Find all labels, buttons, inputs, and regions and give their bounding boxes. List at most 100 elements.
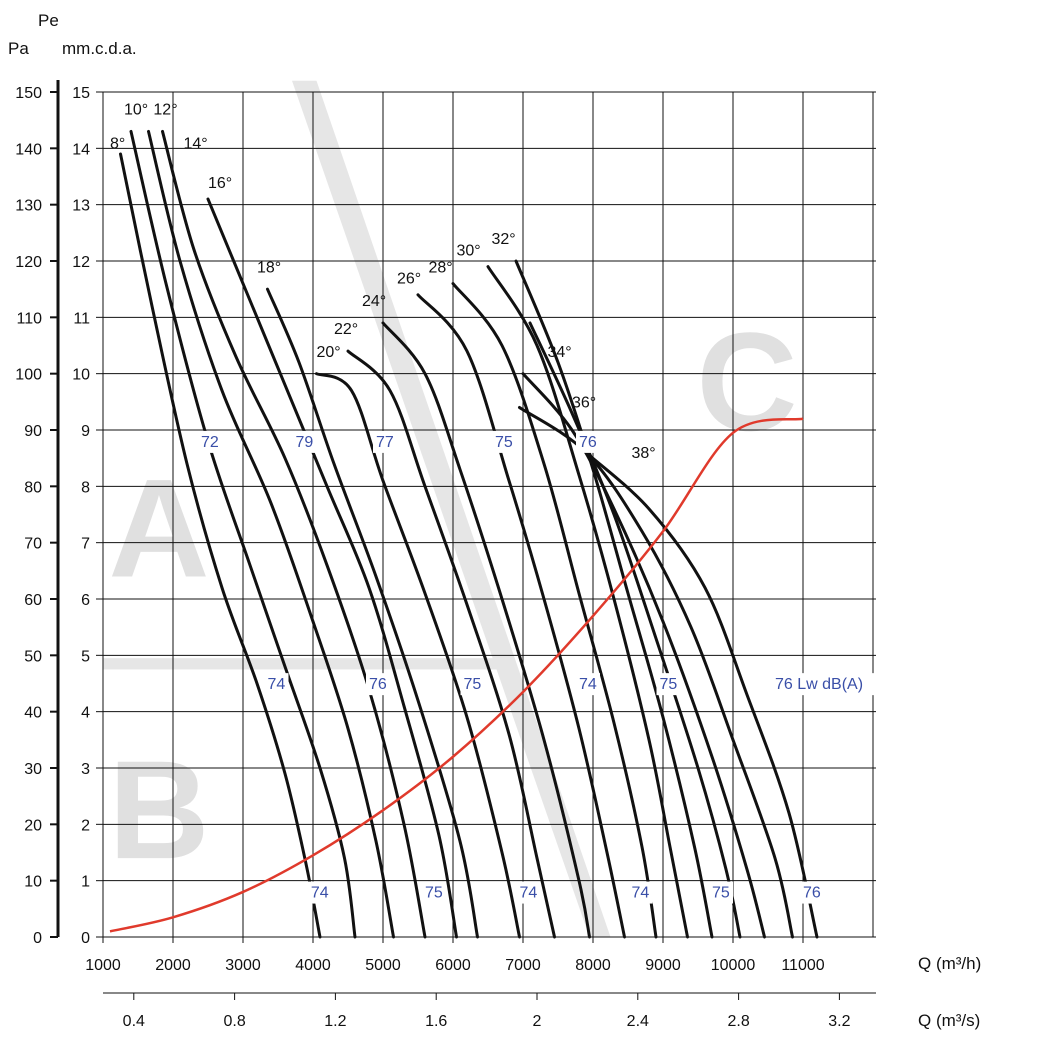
- angle-label: 26°: [397, 271, 421, 288]
- blade-curve-30deg: [486, 265, 689, 939]
- blade-curve-16deg: [206, 197, 458, 939]
- angle-label: 22°: [334, 321, 358, 338]
- pa-tick-label: 150: [15, 85, 42, 102]
- m3s-tick-label: 2.4: [627, 1013, 649, 1030]
- blade-curve-14deg: [161, 129, 427, 939]
- angle-label: 12°: [153, 102, 177, 119]
- m3h-tick-label: 8000: [575, 957, 611, 974]
- system-curve-layer: [109, 417, 804, 933]
- m3h-tick-label: 4000: [295, 957, 331, 974]
- pa-tick-label: 110: [16, 310, 42, 327]
- noise-label: 74: [268, 676, 286, 693]
- pa-tick-label: 130: [15, 198, 42, 215]
- mm-tick-label: 2: [81, 817, 90, 834]
- pa-tick-label: 60: [24, 592, 42, 609]
- m3s-tick-label: 3.2: [828, 1013, 850, 1030]
- mm-tick-label: 0: [81, 930, 90, 947]
- noise-label-bg: [516, 881, 541, 904]
- noise-label: 77: [376, 434, 394, 451]
- pa-tick-label: 20: [24, 817, 42, 834]
- pa-tick-label: 140: [15, 141, 42, 158]
- angle-label: 28°: [429, 259, 453, 276]
- angle-label: 38°: [632, 445, 656, 462]
- mm-tick-label: 15: [72, 85, 90, 102]
- noise-label-bg: [576, 430, 600, 453]
- pa-tick-label: 40: [24, 705, 42, 722]
- noise-label: 74: [520, 885, 538, 902]
- blade-curve-10deg: [129, 129, 357, 939]
- mm-axis-label: mm.c.d.a.: [62, 39, 137, 58]
- x-axis-label-m3h: Q (m³/h): [918, 954, 981, 973]
- noise-label-bg: [576, 673, 600, 696]
- mm-tick-label: 6: [81, 592, 90, 609]
- noise-label: 75: [495, 434, 513, 451]
- noise-label-bg: [656, 673, 681, 696]
- m3h-tick-label: 1000: [85, 957, 121, 974]
- angle-label: 16°: [208, 175, 232, 192]
- m3h-tick-label: 11000: [781, 957, 824, 974]
- noise-label-bg: [373, 430, 397, 453]
- pa-tick-label: 0: [33, 930, 42, 947]
- noise-label: 74: [311, 885, 329, 902]
- m3h-tick-label: 10000: [711, 957, 756, 974]
- blade-curve-36deg: [521, 372, 766, 939]
- system-curve: [109, 417, 804, 933]
- blade-curve-32deg: [514, 259, 714, 939]
- m3s-tick-label: 1.6: [425, 1013, 447, 1030]
- blade-curve-envelope: [584, 451, 819, 939]
- m3h-tick-label: 3000: [225, 957, 261, 974]
- noise-label: 75: [660, 676, 678, 693]
- zone-divider-diagonal: [292, 80, 611, 937]
- noise-label-bg: [628, 881, 653, 904]
- m3s-tick-label: 1.2: [324, 1013, 346, 1030]
- mm-tick-label: 14: [72, 141, 90, 158]
- grid-layer: [102, 91, 876, 938]
- mm-tick-label: 4: [81, 705, 90, 722]
- blade-curve-20deg: [315, 372, 521, 939]
- mm-tick-label: 9: [81, 423, 90, 440]
- noise-label: 74: [579, 676, 597, 693]
- noise-label: 75: [712, 885, 730, 902]
- m3s-tick-label: 0.8: [223, 1013, 245, 1030]
- noise-label-bg: [366, 673, 390, 696]
- mm-tick-label: 1: [81, 874, 90, 891]
- noise-label-bg: [709, 881, 733, 904]
- blade-curve-12deg: [147, 129, 395, 939]
- pa-tick-label: 120: [15, 254, 42, 271]
- blade-curve-18deg: [266, 287, 479, 939]
- zone-divider-horizontal: [103, 658, 509, 670]
- angle-label: 20°: [317, 344, 341, 361]
- zone-letter-a: A: [108, 449, 209, 606]
- blade-curve-28deg: [451, 282, 658, 939]
- blade-curve-34deg: [528, 321, 742, 939]
- noise-label-bg: [422, 881, 446, 904]
- pa-tick-label: 10: [24, 874, 42, 891]
- pa-axis-label: Pa: [8, 39, 29, 58]
- m3s-tick-label: 2: [533, 1013, 542, 1030]
- noise-label: 76: [803, 885, 821, 902]
- mm-tick-label: 12: [72, 254, 90, 271]
- angle-label: 34°: [548, 344, 572, 361]
- mm-tick-label: 10: [72, 367, 90, 384]
- blade-curve-8deg: [119, 152, 322, 939]
- angle-label: 14°: [184, 135, 208, 152]
- labels-layer: 8° 10° 12° 14° 16° 18° 20° 22°24° 26° 28°30° 32° 34…: [110, 102, 877, 904]
- axes-layer: 0102030405060708090100110120130140150012…: [15, 80, 876, 1030]
- m3h-tick-label: 2000: [155, 957, 191, 974]
- noise-label-bg: [772, 673, 877, 696]
- pa-tick-label: 50: [24, 648, 42, 665]
- angle-label: 36°: [572, 394, 596, 411]
- zone-letter-b: B: [108, 731, 209, 888]
- pe-axis-unit: Pe: [38, 11, 59, 30]
- noise-label-bg: [460, 673, 485, 696]
- blade-curve-24deg: [381, 321, 591, 939]
- m3h-tick-label: 7000: [505, 957, 541, 974]
- m3s-tick-label: 0.4: [123, 1013, 145, 1030]
- pa-tick-label: 70: [24, 536, 42, 553]
- noise-label-bg: [800, 881, 824, 904]
- m3h-tick-label: 6000: [435, 957, 471, 974]
- noise-label: 76: [579, 434, 597, 451]
- mm-tick-label: 7: [81, 536, 90, 553]
- m3h-tick-label: 5000: [365, 957, 401, 974]
- mm-tick-label: 8: [81, 479, 90, 496]
